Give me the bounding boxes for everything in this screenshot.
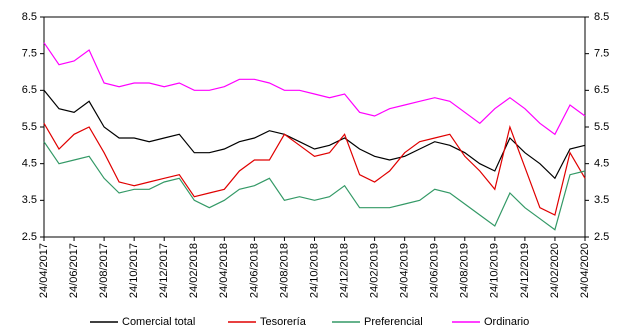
y2-tick-label: 6.5 [594, 84, 609, 96]
y2-tick-label: 5.5 [594, 121, 609, 133]
x-tick-label: 24/08/2017 [98, 243, 110, 298]
legend-label: Preferencial [364, 316, 423, 328]
y-tick-label: 2.5 [22, 231, 37, 243]
y2-tick-label: 7.5 [594, 48, 609, 60]
x-tick-label: 24/02/2018 [188, 243, 200, 298]
line-series [43, 89, 586, 180]
line-series [43, 122, 586, 216]
legend-label: Comercial total [122, 316, 195, 328]
x-tick-label: 24/04/2017 [38, 243, 50, 298]
y2-tick-label: 4.5 [594, 158, 609, 170]
legend-label: Tesorería [260, 316, 307, 328]
x-tick-label: 24/06/2017 [68, 243, 80, 298]
x-tick-label: 24/02/2019 [369, 243, 381, 298]
x-tick-label: 24/04/2019 [399, 243, 411, 298]
line-series [43, 141, 586, 231]
x-tick-label: 24/06/2018 [248, 243, 260, 298]
y-tick-label: 3.5 [22, 194, 37, 206]
x-tick-label: 24/08/2018 [278, 243, 290, 298]
x-tick-label: 24/12/2018 [338, 243, 350, 298]
x-tick-label: 24/08/2019 [459, 243, 471, 298]
plot-frame [43, 16, 586, 238]
y-tick-label: 6.5 [22, 84, 37, 96]
x-tick-label: 24/04/2018 [218, 243, 230, 298]
x-tick-label: 24/06/2019 [429, 243, 441, 298]
x-tick-label: 24/10/2019 [489, 243, 501, 298]
line-series [43, 42, 586, 136]
y-tick-label: 8.5 [22, 11, 37, 23]
x-tick-label: 24/04/2020 [579, 243, 591, 298]
y-tick-label: 5.5 [22, 121, 37, 133]
y-tick-label: 4.5 [22, 158, 37, 170]
y2-tick-label: 3.5 [594, 194, 609, 206]
y2-tick-label: 8.5 [594, 11, 609, 23]
x-tick-label: 24/10/2017 [128, 243, 140, 298]
legend-label: Ordinario [484, 316, 529, 328]
x-tick-label: 24/10/2018 [308, 243, 320, 298]
x-tick-label: 24/12/2017 [158, 243, 170, 298]
x-tick-label: 24/12/2019 [519, 243, 531, 298]
y2-tick-label: 2.5 [594, 231, 609, 243]
x-tick-label: 24/02/2020 [549, 243, 561, 298]
y-tick-label: 7.5 [22, 48, 37, 60]
